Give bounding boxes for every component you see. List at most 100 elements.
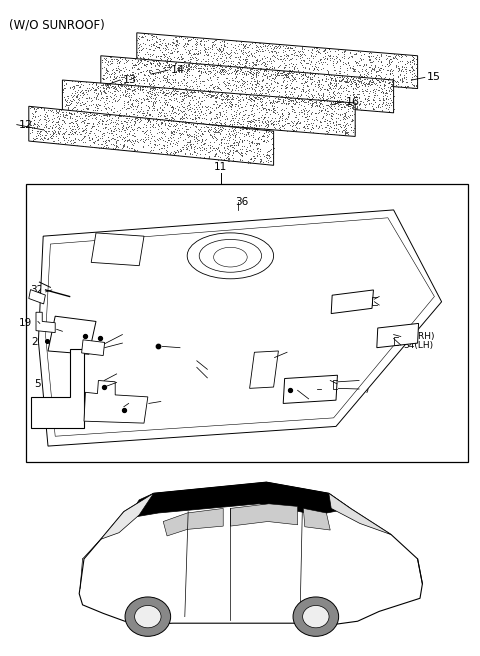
Point bbox=[52, 138, 60, 148]
Text: 7: 7 bbox=[301, 384, 308, 394]
Point bbox=[137, 98, 144, 108]
Point bbox=[173, 147, 180, 157]
Point bbox=[154, 59, 161, 70]
Point bbox=[306, 95, 314, 106]
Point bbox=[90, 110, 98, 121]
Point bbox=[263, 153, 271, 163]
Point bbox=[381, 77, 389, 88]
Point bbox=[324, 92, 332, 103]
Point bbox=[300, 78, 308, 89]
Point bbox=[334, 78, 342, 89]
Point bbox=[117, 72, 125, 82]
Point bbox=[43, 111, 50, 121]
Point bbox=[244, 129, 252, 139]
Point bbox=[284, 69, 292, 79]
Point bbox=[87, 110, 95, 120]
Point bbox=[408, 52, 416, 62]
Point bbox=[170, 89, 178, 100]
Point bbox=[132, 70, 140, 81]
Point bbox=[377, 56, 384, 67]
Point bbox=[130, 145, 137, 155]
Point bbox=[276, 110, 284, 121]
Point bbox=[374, 62, 382, 72]
Point bbox=[140, 52, 148, 63]
Point bbox=[197, 40, 205, 51]
Point bbox=[214, 82, 221, 92]
Point bbox=[308, 72, 315, 82]
Point bbox=[392, 77, 399, 88]
Point bbox=[173, 138, 180, 148]
Point bbox=[227, 79, 234, 90]
Point bbox=[124, 123, 132, 134]
Point bbox=[79, 108, 87, 118]
Point bbox=[316, 79, 324, 89]
Point bbox=[343, 99, 350, 110]
Point bbox=[151, 122, 159, 133]
Point bbox=[70, 121, 78, 132]
Point bbox=[246, 68, 254, 78]
Point bbox=[220, 96, 228, 107]
Point bbox=[94, 134, 102, 144]
Point bbox=[349, 83, 357, 94]
Point bbox=[258, 94, 266, 104]
Point bbox=[355, 67, 363, 77]
Point bbox=[282, 94, 289, 105]
Point bbox=[295, 68, 302, 78]
Point bbox=[355, 71, 362, 81]
Point bbox=[250, 114, 258, 125]
Point bbox=[157, 123, 165, 133]
Point bbox=[263, 152, 271, 163]
Point bbox=[259, 84, 266, 94]
Point bbox=[245, 110, 253, 120]
Point bbox=[173, 43, 181, 54]
Point bbox=[218, 111, 226, 121]
Point bbox=[169, 37, 177, 47]
Point bbox=[165, 62, 172, 72]
Point bbox=[191, 110, 198, 120]
Point bbox=[88, 79, 96, 89]
Point bbox=[206, 68, 214, 79]
Point bbox=[232, 109, 240, 119]
Point bbox=[197, 66, 205, 77]
Point bbox=[226, 124, 233, 134]
Point bbox=[144, 35, 151, 46]
Point bbox=[312, 112, 320, 122]
Point bbox=[163, 142, 170, 153]
Point bbox=[94, 103, 101, 113]
Point bbox=[261, 112, 269, 123]
Point bbox=[79, 87, 86, 98]
Point bbox=[294, 114, 302, 125]
Point bbox=[247, 81, 255, 92]
Point bbox=[235, 56, 243, 67]
Point bbox=[200, 152, 208, 163]
Point bbox=[201, 126, 208, 136]
Point bbox=[257, 83, 264, 93]
Polygon shape bbox=[84, 380, 148, 423]
Point bbox=[288, 70, 296, 80]
Point bbox=[287, 96, 295, 106]
Point bbox=[136, 57, 144, 68]
Point bbox=[120, 58, 128, 68]
Point bbox=[106, 71, 114, 81]
Point bbox=[232, 80, 240, 91]
Point bbox=[294, 93, 301, 104]
Point bbox=[62, 109, 70, 119]
Point bbox=[252, 120, 260, 131]
Point bbox=[122, 70, 130, 81]
Point bbox=[29, 109, 36, 119]
Point bbox=[169, 102, 177, 113]
Point bbox=[280, 69, 288, 79]
Point bbox=[160, 111, 168, 121]
Point bbox=[200, 143, 208, 154]
Bar bbox=[29, 289, 46, 304]
Point bbox=[279, 77, 287, 88]
Point bbox=[180, 144, 187, 154]
Point bbox=[186, 91, 193, 101]
Point bbox=[288, 121, 296, 131]
Point bbox=[336, 63, 343, 73]
Point bbox=[257, 120, 264, 131]
Point bbox=[192, 60, 200, 71]
Point bbox=[159, 81, 167, 91]
Point bbox=[108, 82, 115, 92]
Point bbox=[347, 79, 354, 90]
